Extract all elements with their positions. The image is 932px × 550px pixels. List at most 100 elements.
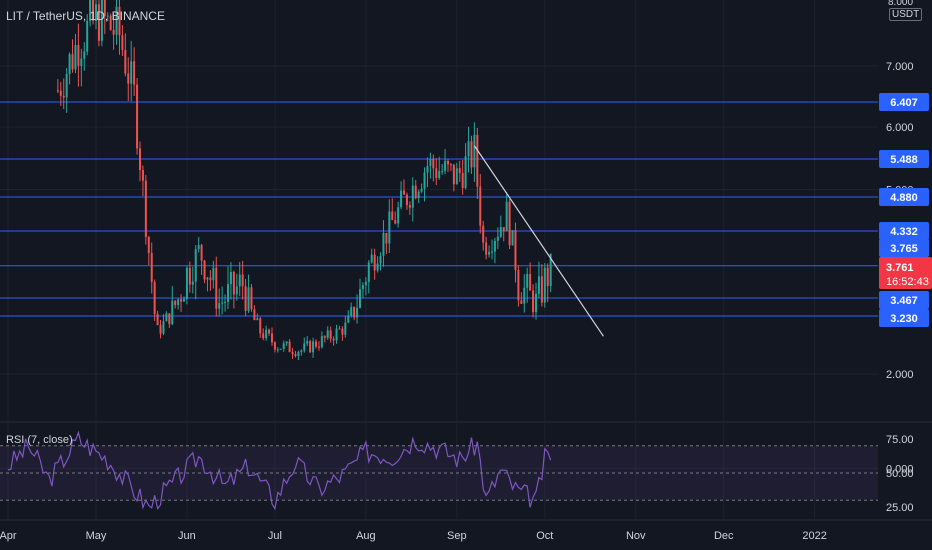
- trendline[interactable]: [473, 145, 604, 337]
- level-label: 3.765: [890, 243, 918, 255]
- candle-body: [473, 134, 476, 168]
- y-tick-label: 0.000: [886, 463, 914, 475]
- candle-body: [461, 172, 464, 188]
- candle-body: [174, 300, 177, 305]
- level-label: 3.230: [890, 313, 918, 325]
- candle-body: [103, 0, 106, 16]
- candle-body: [177, 299, 180, 305]
- candle-body: [320, 336, 323, 348]
- candle-body: [332, 338, 335, 341]
- level-label: 5.488: [890, 154, 918, 166]
- candle-body: [80, 58, 83, 66]
- candle-body: [238, 274, 241, 287]
- grid: [0, 0, 932, 521]
- candle-body: [523, 287, 526, 304]
- candle-body: [156, 314, 159, 326]
- level-label: 4.332: [890, 226, 918, 238]
- x-tick-label: Apr: [0, 530, 17, 542]
- candle-body: [496, 236, 499, 241]
- candle-body: [165, 313, 168, 322]
- candle-body: [537, 276, 540, 294]
- level-label: 3.467: [890, 295, 918, 307]
- level-label: 6.407: [890, 97, 918, 109]
- candle-body: [467, 141, 470, 157]
- candle-body: [438, 171, 441, 179]
- candle-body: [241, 274, 244, 287]
- candle-body: [444, 160, 447, 171]
- candle-body: [206, 277, 209, 280]
- candle-body: [194, 249, 197, 282]
- candle-body: [209, 277, 212, 281]
- candle-body: [532, 290, 535, 313]
- candle-body: [344, 322, 347, 335]
- candle-body: [247, 287, 250, 311]
- rsi-line: [7, 430, 552, 511]
- candle-body: [288, 341, 291, 353]
- candle-body: [535, 293, 537, 313]
- candle-body: [56, 90, 59, 92]
- trendline-layer[interactable]: [473, 145, 604, 337]
- candle-body: [356, 307, 359, 318]
- candle-body: [218, 303, 221, 309]
- candle-body: [106, 15, 109, 17]
- candle-body: [253, 309, 256, 321]
- candle-body: [244, 286, 247, 311]
- candle-body: [115, 6, 118, 35]
- candle-body: [353, 306, 356, 318]
- candle-body: [526, 273, 529, 288]
- rsi-tick-label: 75.00: [886, 434, 914, 446]
- candle-body: [262, 333, 265, 339]
- candle-body: [279, 348, 282, 350]
- candle-body: [329, 330, 332, 339]
- candle-body: [141, 169, 144, 181]
- candle-body: [391, 211, 394, 221]
- candle-body: [540, 276, 543, 303]
- candle-body: [361, 285, 364, 290]
- candle-body: [546, 267, 549, 287]
- level-label-bg: [879, 150, 929, 168]
- candle-body: [109, 15, 112, 30]
- candle-body: [259, 318, 262, 334]
- candle-body: [59, 90, 62, 96]
- candle-body: [379, 255, 382, 264]
- x-tick-label: Jul: [268, 530, 282, 542]
- candle-body: [335, 328, 338, 341]
- candle-body: [100, 0, 103, 41]
- candle-body: [97, 4, 100, 41]
- horizontal-levels[interactable]: [0, 101, 878, 317]
- candle-body: [317, 346, 320, 348]
- candle-body: [482, 225, 485, 243]
- candle-body: [455, 168, 458, 185]
- candle-body: [350, 306, 353, 316]
- candle-body: [89, 0, 92, 21]
- candle-body: [514, 230, 517, 271]
- candle-body: [188, 267, 191, 285]
- candle-body: [505, 201, 508, 232]
- candle-body: [77, 45, 80, 66]
- candle-body: [403, 190, 405, 195]
- candle-body: [411, 185, 414, 208]
- candle-body: [121, 35, 124, 51]
- candle-body: [118, 6, 121, 36]
- candle-body: [359, 289, 361, 308]
- candle-body: [65, 73, 68, 98]
- candle-body: [511, 230, 514, 246]
- level-label-bg: [879, 93, 929, 111]
- candle-body: [159, 325, 162, 334]
- candle-body: [71, 54, 74, 70]
- currency-badge[interactable]: USDT: [889, 8, 923, 21]
- candle-body: [479, 186, 482, 226]
- candle-body: [183, 299, 185, 302]
- candle-body: [397, 207, 400, 224]
- level-label-bg: [879, 222, 929, 240]
- candle-body: [370, 254, 373, 263]
- x-tick-label: Dec: [714, 530, 734, 542]
- candle-body: [306, 341, 309, 344]
- top-price-tick: 8.000: [888, 0, 914, 8]
- rsi-tick-label: 25.00: [886, 502, 914, 514]
- candle-body: [215, 267, 218, 309]
- candle-body: [432, 158, 435, 169]
- candle-body: [112, 29, 115, 35]
- rsi-tick-label: 50.00: [886, 468, 914, 480]
